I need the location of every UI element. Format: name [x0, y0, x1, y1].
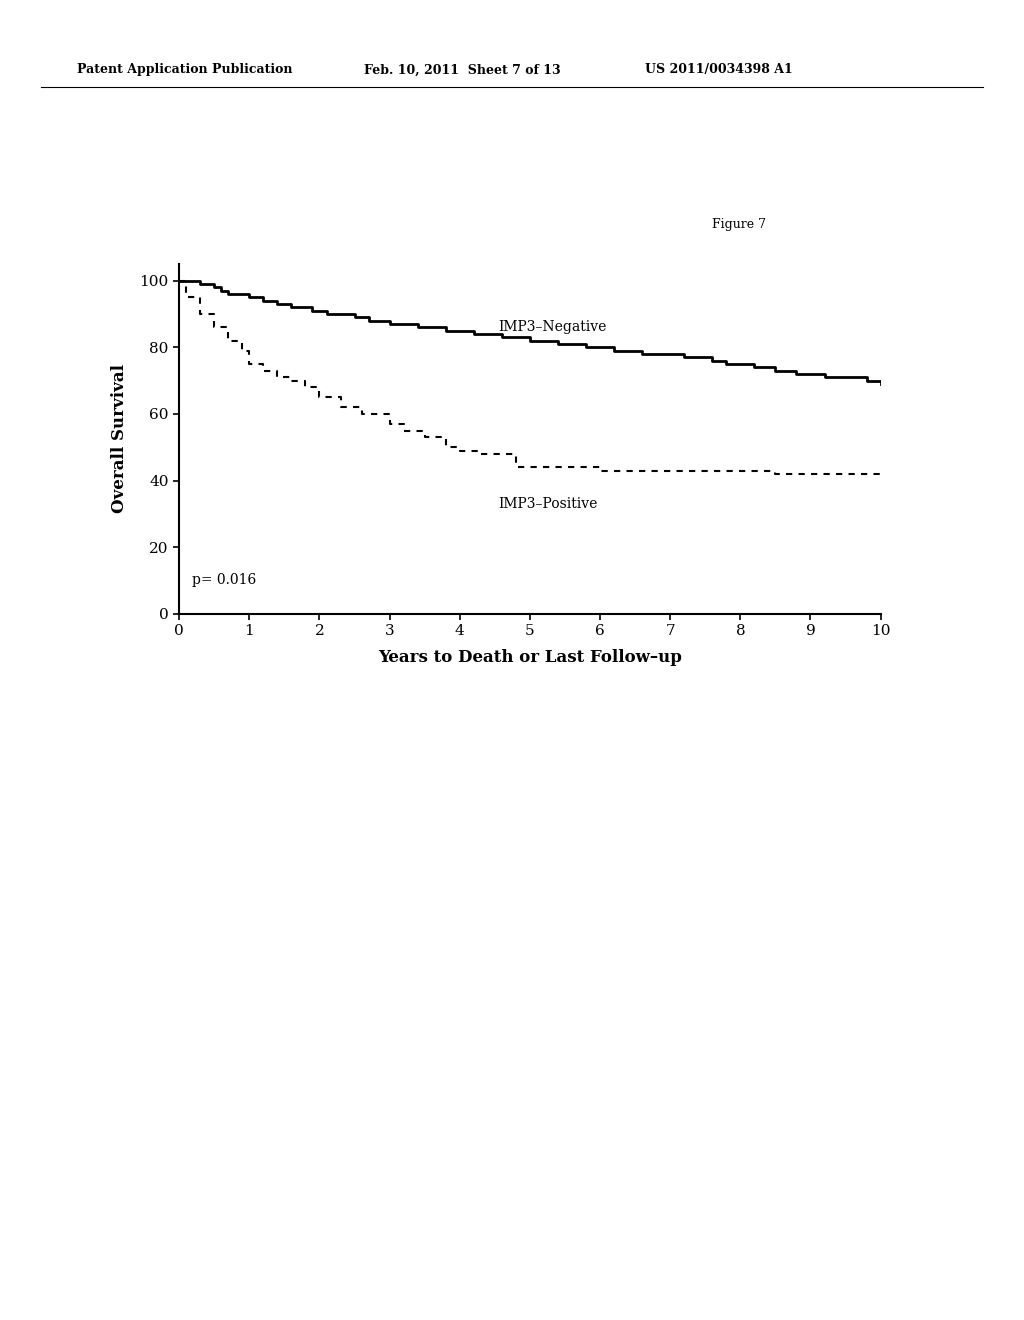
- Text: IMP3–Positive: IMP3–Positive: [499, 496, 598, 511]
- X-axis label: Years to Death or Last Follow–up: Years to Death or Last Follow–up: [378, 649, 682, 667]
- Text: Figure 7: Figure 7: [712, 218, 766, 231]
- Text: Feb. 10, 2011  Sheet 7 of 13: Feb. 10, 2011 Sheet 7 of 13: [364, 63, 560, 77]
- Y-axis label: Overall Survival: Overall Survival: [112, 364, 128, 513]
- Text: IMP3–Negative: IMP3–Negative: [499, 321, 607, 334]
- Text: p= 0.016: p= 0.016: [191, 573, 256, 587]
- Text: Patent Application Publication: Patent Application Publication: [77, 63, 292, 77]
- Text: US 2011/0034398 A1: US 2011/0034398 A1: [645, 63, 793, 77]
